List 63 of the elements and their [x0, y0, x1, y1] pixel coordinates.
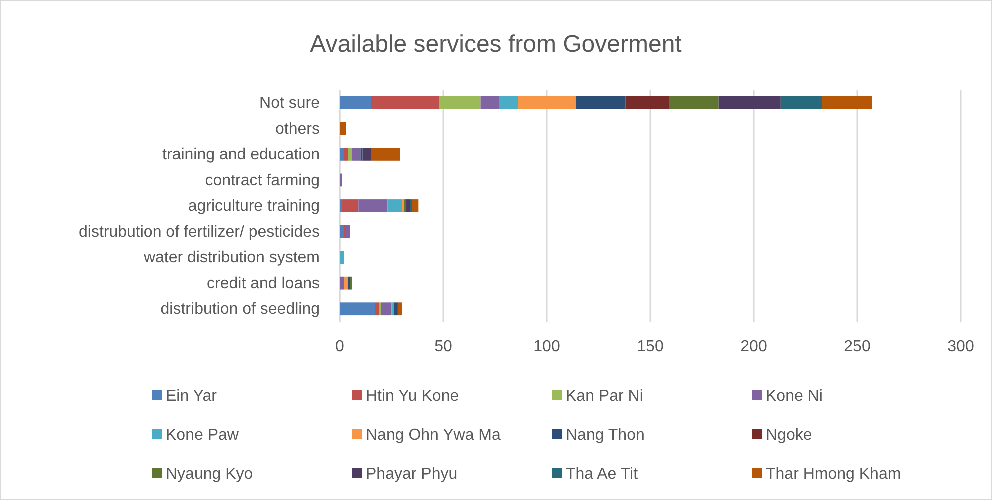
bar — [576, 96, 626, 110]
bar — [362, 148, 372, 161]
legend-label: Kan Par Ni — [566, 388, 644, 405]
bar — [340, 148, 344, 161]
bar — [352, 148, 361, 161]
legend-label: Phayar Phyu — [366, 466, 458, 483]
bar — [371, 148, 400, 161]
y-tick-label: agriculture training — [188, 198, 320, 216]
bar — [388, 200, 402, 212]
bar — [340, 225, 344, 238]
x-tick-label: 100 — [534, 338, 560, 356]
bar — [340, 251, 344, 264]
y-tick-label: credit and loans — [207, 275, 320, 292]
bar — [412, 200, 419, 212]
bar — [340, 96, 372, 110]
x-tick-label: 300 — [948, 338, 974, 356]
bar — [340, 302, 376, 316]
bar — [406, 200, 410, 212]
x-tick-label: 0 — [336, 338, 345, 356]
legend-label: Htin Yu Kone — [366, 388, 460, 405]
bar — [358, 200, 388, 212]
x-tick-label: 250 — [844, 338, 871, 356]
chart-title: Available services from Goverment — [310, 31, 682, 58]
bar — [394, 302, 398, 316]
bar — [371, 96, 440, 110]
legend-label: Thar Hmong Kham — [766, 466, 902, 483]
legend-label: Nang Thon — [566, 427, 645, 444]
y-tick-label: others — [276, 120, 320, 138]
bar — [375, 302, 380, 316]
bar — [381, 302, 392, 316]
bar — [340, 276, 344, 290]
bar — [348, 148, 352, 161]
bar — [439, 96, 481, 110]
bar — [518, 96, 576, 110]
x-tick-label: 50 — [434, 338, 452, 356]
legend-label: Ein Yar — [166, 388, 218, 405]
legend-label: Nang Ohn Ywa Ma — [366, 427, 501, 444]
bar — [344, 276, 348, 290]
bar — [340, 122, 346, 136]
x-tick-label: 200 — [740, 338, 768, 356]
y-tick-label: training and education — [162, 146, 320, 164]
bar — [499, 96, 518, 110]
y-tick-label: distribution of seedling — [160, 301, 320, 318]
bar — [669, 96, 719, 110]
legend-label: Tha Ae Tit — [566, 466, 639, 483]
bar — [718, 96, 781, 110]
bar — [344, 148, 348, 161]
y-tick-label: distrubution of fertilizer/ pesticides — [79, 224, 320, 241]
legend-label: Kone Paw — [166, 427, 240, 444]
y-tick-label: water distribution system — [142, 250, 320, 267]
x-tick-label: 150 — [637, 338, 664, 356]
legend-label: Nyaung Kyo — [166, 466, 254, 483]
legend-label: Ngoke — [766, 427, 812, 444]
y-tick-label: Not sure — [260, 95, 320, 112]
bar — [342, 200, 359, 212]
bar — [480, 96, 500, 110]
bar — [346, 225, 350, 238]
bar — [780, 96, 822, 110]
bar — [626, 96, 670, 110]
bar — [398, 302, 402, 316]
legend-label: Kone Ni — [766, 388, 823, 405]
y-tick-label: contract farming — [205, 172, 320, 190]
bar — [822, 96, 872, 110]
